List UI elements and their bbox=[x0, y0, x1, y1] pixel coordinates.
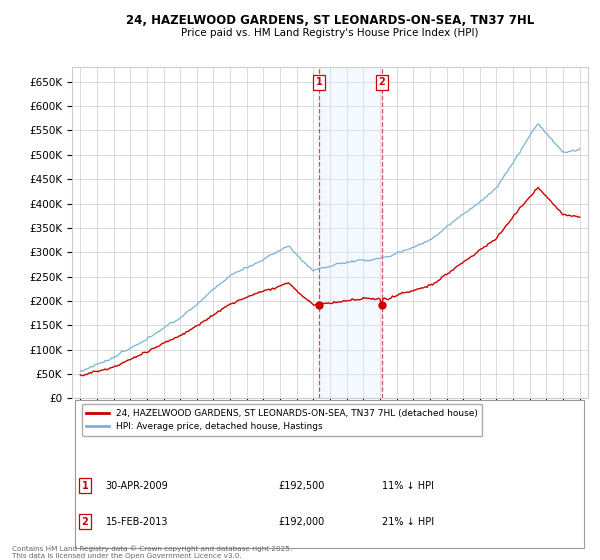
FancyBboxPatch shape bbox=[74, 400, 584, 548]
Text: Price paid vs. HM Land Registry's House Price Index (HPI): Price paid vs. HM Land Registry's House … bbox=[181, 28, 479, 38]
HPI: Average price, detached house, Hastings: (2e+03, 1.55e+05): Average price, detached house, Hastings:… bbox=[170, 319, 177, 326]
HPI: Average price, detached house, Hastings: (2.01e+03, 2.83e+05): Average price, detached house, Hastings:… bbox=[361, 257, 368, 264]
24, HAZELWOOD GARDENS, ST LEONARDS-ON-SEA, TN37 7HL (detached house) bbox=[79, 372, 86, 379]
24, HAZELWOOD GARDENS, ST LEONARDS-ON-SEA, TN37 7HL (detached house) bbox=[535, 184, 542, 191]
24, HAZELWOOD GARDENS, ST LEONARDS-ON-SEA, TN37 7HL (detached house) bbox=[171, 334, 178, 341]
Text: £192,500: £192,500 bbox=[278, 480, 325, 491]
HPI: Average price, detached house, Hastings: (2e+03, 5.51e+04): Average price, detached house, Hastings:… bbox=[77, 368, 84, 375]
24, HAZELWOOD GARDENS, ST LEONARDS-ON-SEA, TN37 7HL (detached house) bbox=[379, 296, 386, 303]
HPI: Average price, detached house, Hastings: (2.02e+03, 5.64e+05): Average price, detached house, Hastings:… bbox=[535, 120, 542, 127]
HPI: Average price, detached house, Hastings: (2.01e+03, 2.94e+05): Average price, detached house, Hastings:… bbox=[389, 252, 396, 259]
Text: 11% ↓ HPI: 11% ↓ HPI bbox=[382, 480, 434, 491]
HPI: Average price, detached house, Hastings: (2.01e+03, 2.89e+05): Average price, detached house, Hastings:… bbox=[378, 254, 385, 261]
HPI: Average price, detached house, Hastings: (2.02e+03, 5.12e+05): Average price, detached house, Hastings:… bbox=[576, 146, 583, 152]
HPI: Average price, detached house, Hastings: (2.02e+03, 5.02e+05): Average price, detached house, Hastings:… bbox=[515, 151, 522, 157]
Legend: 24, HAZELWOOD GARDENS, ST LEONARDS-ON-SEA, TN37 7HL (detached house), HPI: Avera: 24, HAZELWOOD GARDENS, ST LEONARDS-ON-SE… bbox=[82, 404, 482, 436]
24, HAZELWOOD GARDENS, ST LEONARDS-ON-SEA, TN37 7HL (detached house) bbox=[77, 372, 84, 379]
Text: 21% ↓ HPI: 21% ↓ HPI bbox=[382, 517, 434, 527]
24, HAZELWOOD GARDENS, ST LEONARDS-ON-SEA, TN37 7HL (detached house) bbox=[362, 295, 370, 301]
Text: Contains HM Land Registry data © Crown copyright and database right 2025.
This d: Contains HM Land Registry data © Crown c… bbox=[12, 546, 292, 559]
Text: 24, HAZELWOOD GARDENS, ST LEONARDS-ON-SEA, TN37 7HL: 24, HAZELWOOD GARDENS, ST LEONARDS-ON-SE… bbox=[126, 14, 534, 27]
Text: £192,000: £192,000 bbox=[278, 517, 325, 527]
Line: HPI: Average price, detached house, Hastings: HPI: Average price, detached house, Hast… bbox=[80, 124, 580, 371]
Text: 2: 2 bbox=[379, 77, 385, 87]
Line: 24, HAZELWOOD GARDENS, ST LEONARDS-ON-SEA, TN37 7HL (detached house): 24, HAZELWOOD GARDENS, ST LEONARDS-ON-SE… bbox=[80, 188, 580, 376]
Text: 2: 2 bbox=[82, 517, 88, 527]
Text: 1: 1 bbox=[82, 480, 88, 491]
Text: 30-APR-2009: 30-APR-2009 bbox=[106, 480, 168, 491]
HPI: Average price, detached house, Hastings: (2e+03, 6.71e+04): Average price, detached house, Hastings:… bbox=[91, 362, 98, 369]
24, HAZELWOOD GARDENS, ST LEONARDS-ON-SEA, TN37 7HL (detached house) bbox=[576, 214, 583, 221]
Text: 15-FEB-2013: 15-FEB-2013 bbox=[106, 517, 168, 527]
Bar bbox=[319, 67, 382, 398]
24, HAZELWOOD GARDENS, ST LEONARDS-ON-SEA, TN37 7HL (detached house) bbox=[92, 368, 99, 375]
Text: 1: 1 bbox=[316, 77, 322, 87]
24, HAZELWOOD GARDENS, ST LEONARDS-ON-SEA, TN37 7HL (detached house) bbox=[517, 204, 524, 211]
24, HAZELWOOD GARDENS, ST LEONARDS-ON-SEA, TN37 7HL (detached house) bbox=[390, 293, 397, 300]
